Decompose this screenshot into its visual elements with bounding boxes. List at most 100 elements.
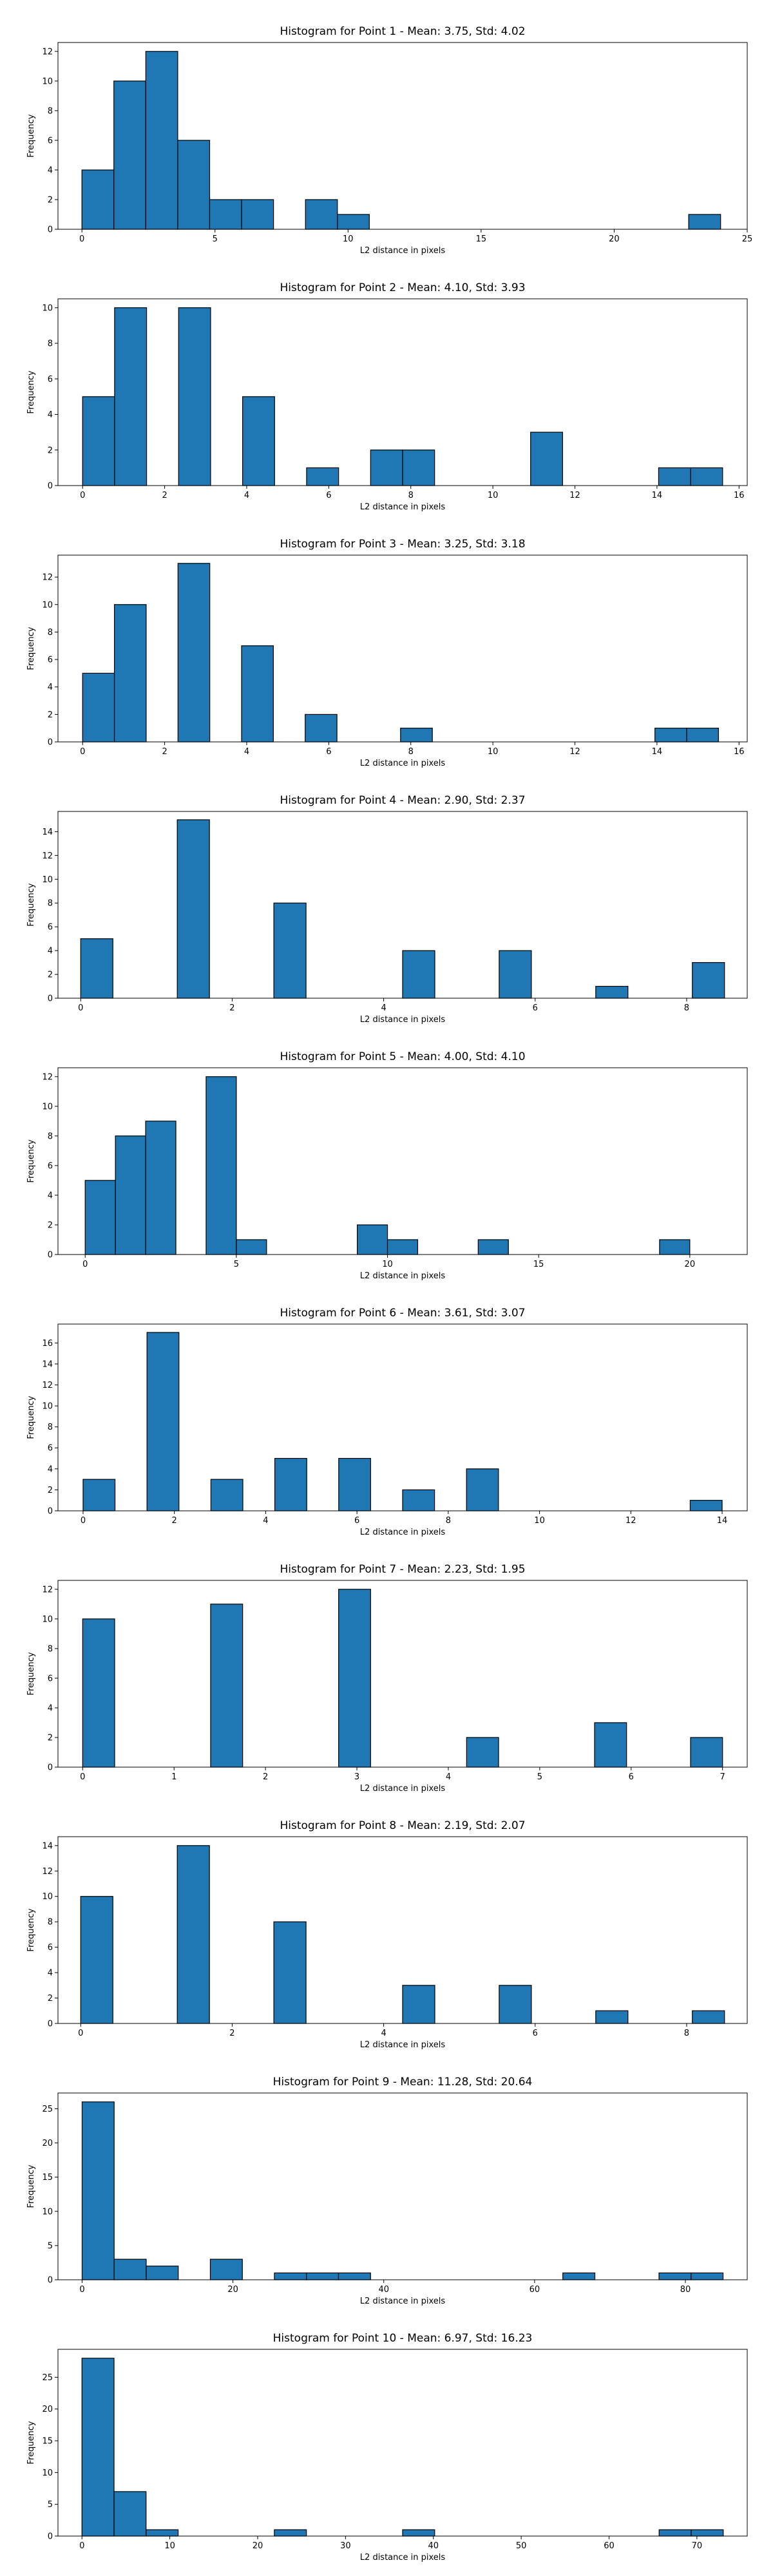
x-tick-label: 25 [742,234,753,244]
y-tick-label: 10 [42,1102,53,1112]
histogram-bar [402,2529,435,2537]
y-tick-label: 8 [48,1423,53,1432]
histogram-bar [274,2529,307,2537]
y-tick-label: 4 [48,410,53,420]
histogram-bar [370,450,403,486]
y-tick-label: 0 [48,482,53,491]
x-tick-label: 8 [684,2029,689,2038]
histogram-bar [273,1921,307,2024]
y-tick-label: 8 [48,899,53,909]
x-tick-label: 20 [685,1260,696,1269]
chart-title: Histogram for Point 3 - Mean: 3.25, Std:… [280,538,525,551]
y-tick-label: 0 [48,1507,53,1517]
x-tick-label: 4 [244,491,249,500]
x-tick-label: 2 [263,1772,268,1782]
x-tick-label: 1 [171,1772,177,1782]
y-axis-label: Frequency [26,627,36,670]
histogram-bar [177,140,211,230]
x-tick-label: 12 [569,747,580,757]
x-tick-label: 6 [326,491,331,500]
y-tick-label: 2 [48,446,53,455]
histogram-bar [530,431,563,486]
y-tick-label: 10 [42,1615,53,1624]
histogram-bar [686,728,720,743]
x-tick-label: 5 [213,234,218,244]
y-tick-label: 14 [42,828,53,837]
y-tick-label: 6 [48,1161,53,1171]
y-tick-label: 4 [48,1464,53,1474]
y-tick-label: 10 [42,77,53,86]
histogram-bar [84,1180,116,1255]
histogram-bar [499,950,532,999]
y-axis-label: Frequency [26,2421,36,2464]
chart-1: Histogram for Point 1 - Mean: 3.75, Std:… [26,25,752,256]
y-tick-label: 0 [48,2276,53,2286]
x-tick-label: 14 [717,1516,728,1526]
histogram-bar [210,1479,243,1511]
x-tick-label: 6 [326,747,331,757]
y-axis-label: Frequency [26,114,36,157]
y-axis-label: Frequency [26,1652,36,1695]
y-tick-label: 0 [48,994,53,1004]
histogram-bar [386,1239,419,1255]
y-tick-label: 15 [42,2173,53,2183]
histogram-bar [338,1589,371,1768]
y-tick-label: 10 [42,600,53,610]
x-tick-label: 6 [354,1516,359,1526]
y-tick-label: 10 [42,1402,53,1412]
y-tick-label: 6 [48,1943,53,1953]
histogram-bar [114,307,148,486]
histogram-bar [82,672,115,743]
y-tick-label: 4 [48,1191,53,1200]
y-tick-label: 12 [42,851,53,861]
histogram-bar [466,1468,499,1511]
y-tick-label: 4 [48,683,53,692]
histogram-bar [236,1239,267,1255]
x-tick-label: 14 [652,747,663,757]
histogram-bar [273,902,307,999]
histogram-bar [146,2529,179,2537]
x-tick-label: 5 [234,1260,239,1269]
x-axis-label: L2 distance in pixels [360,2553,446,2562]
y-tick-label: 10 [42,875,53,885]
x-tick-label: 0 [78,2029,83,2038]
x-tick-label: 2 [162,491,167,500]
x-tick-label: 10 [488,491,499,500]
y-tick-label: 20 [42,2405,53,2414]
histogram-bar [82,1479,116,1511]
x-tick-label: 5 [537,1772,542,1782]
y-tick-label: 6 [48,375,53,384]
y-tick-label: 0 [48,1251,53,1260]
x-tick-label: 6 [533,1003,538,1013]
y-tick-label: 10 [42,303,53,313]
x-tick-label: 15 [476,234,487,244]
histogram-bar [205,1076,237,1255]
y-tick-label: 8 [48,339,53,349]
y-tick-label: 10 [42,2468,53,2478]
histogram-bar [692,961,725,999]
y-tick-label: 0 [48,738,53,748]
histogram-bar [690,1737,723,1768]
x-tick-label: 0 [81,1516,86,1526]
histogram-bar [210,1604,243,1768]
x-tick-label: 12 [625,1516,636,1526]
x-axis-label: L2 distance in pixels [360,1015,446,1025]
y-tick-label: 4 [48,166,53,175]
y-tick-label: 2 [48,971,53,980]
histogram-bar [692,2010,725,2024]
x-tick-label: 4 [381,2029,386,2038]
y-axis-label: Frequency [26,2164,36,2208]
y-tick-label: 6 [48,1444,53,1454]
histogram-bar [654,728,687,743]
x-tick-label: 0 [79,2285,84,2295]
x-axis-label: L2 distance in pixels [360,759,446,768]
histogram-bar [80,1896,113,2024]
y-tick-label: 14 [42,1841,53,1851]
x-tick-label: 60 [530,2285,540,2295]
histogram-bar [146,1332,180,1511]
chart-5: Histogram for Point 5 - Mean: 4.00, Std:… [26,1050,748,1281]
histogram-bar [658,2529,692,2537]
y-tick-label: 20 [42,2139,53,2148]
histogram-bar [241,199,274,230]
